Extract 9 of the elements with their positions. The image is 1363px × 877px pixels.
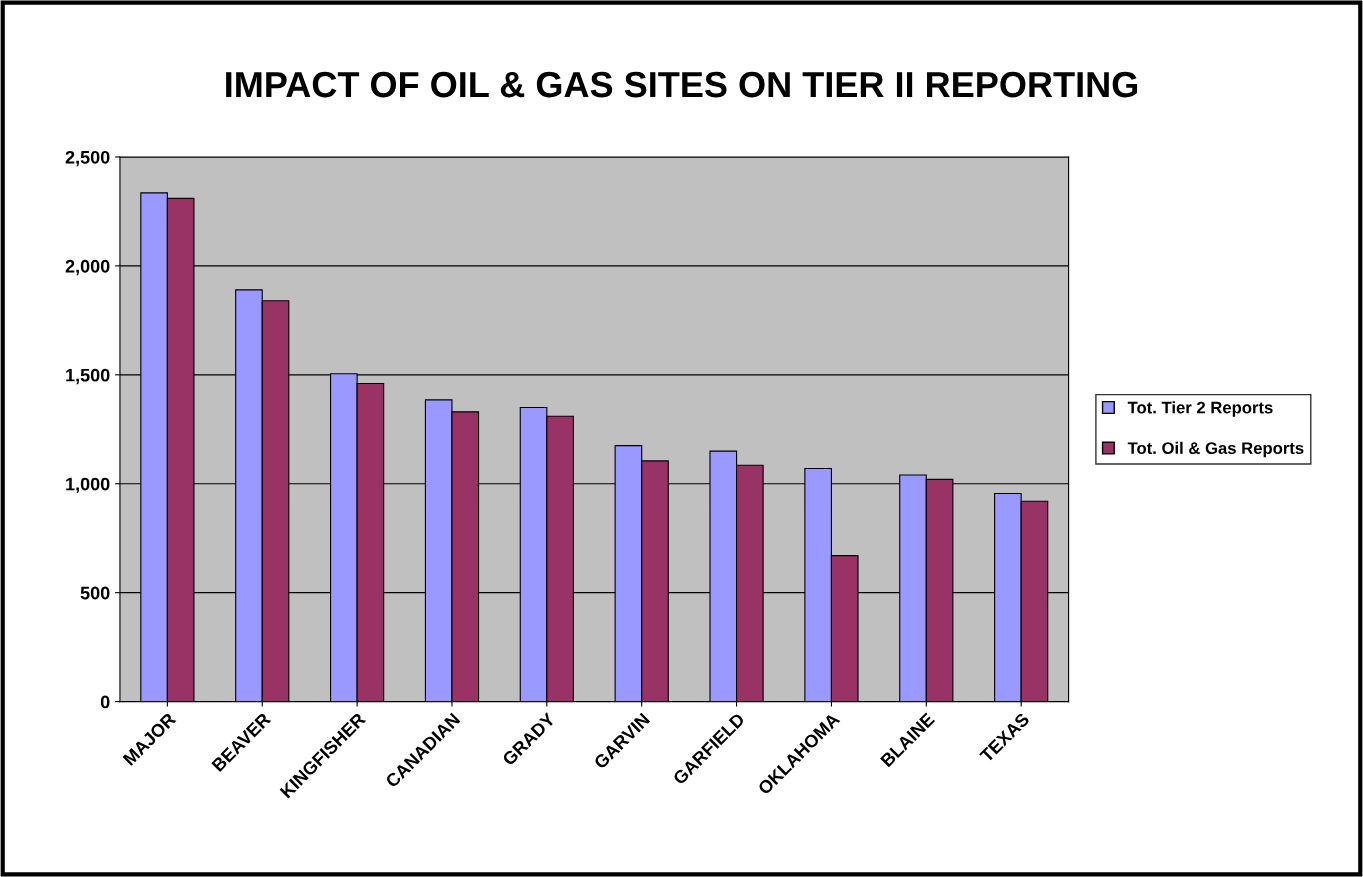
legend-label: Tot. Oil & Gas Reports <box>1127 441 1304 458</box>
y-tick-label: 1,000 <box>66 477 110 494</box>
y-tick-label: 0 <box>100 695 110 709</box>
y-tick-label: 500 <box>80 586 110 600</box>
y-tick-label: 2,000 <box>65 259 110 276</box>
y-tick-label: 2,500 <box>65 150 110 167</box>
chart-title: IMPACT OF OIL & GAS SITES ON TIER II REPORTING <box>226 71 1138 98</box>
y-tick-label: 1,500 <box>66 368 110 385</box>
legend-label: Tot. Tier 2 Reports <box>1127 401 1273 417</box>
